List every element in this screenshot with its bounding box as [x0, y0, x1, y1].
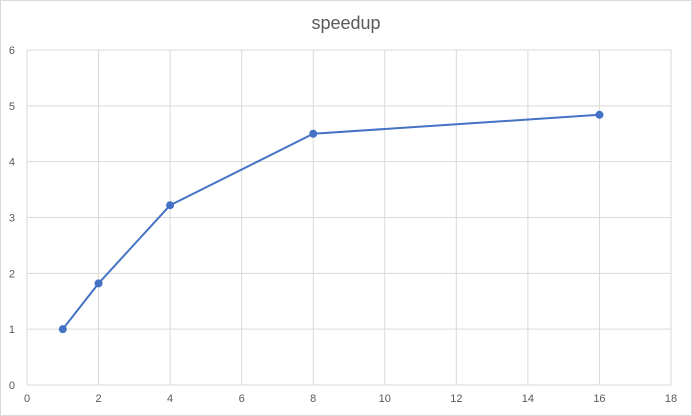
y-tick-label: 0 — [9, 380, 15, 392]
y-tick-label: 3 — [9, 213, 15, 225]
x-tick-label: 0 — [24, 393, 30, 405]
chart-title: speedup — [311, 13, 381, 33]
x-tick-label: 18 — [665, 393, 677, 405]
y-tick-label: 5 — [9, 101, 15, 113]
x-tick-label: 2 — [95, 393, 101, 405]
x-tick-label: 16 — [593, 393, 605, 405]
data-point — [58, 325, 67, 334]
series-line — [61, 113, 600, 330]
x-tick-label: 4 — [167, 393, 173, 405]
y-tick-label: 2 — [9, 268, 15, 280]
data-point — [309, 129, 318, 138]
data-point — [595, 110, 604, 119]
data-point — [94, 279, 103, 288]
y-tick-label: 6 — [9, 45, 15, 57]
y-tick-label: 1 — [9, 324, 15, 336]
data-point — [166, 201, 175, 210]
x-tick-label: 12 — [450, 393, 462, 405]
x-tick-label: 8 — [310, 393, 316, 405]
x-tick-label: 10 — [379, 393, 391, 405]
x-tick-label: 14 — [522, 393, 534, 405]
x-tick-label: 6 — [239, 393, 245, 405]
y-tick-label: 4 — [9, 157, 15, 169]
